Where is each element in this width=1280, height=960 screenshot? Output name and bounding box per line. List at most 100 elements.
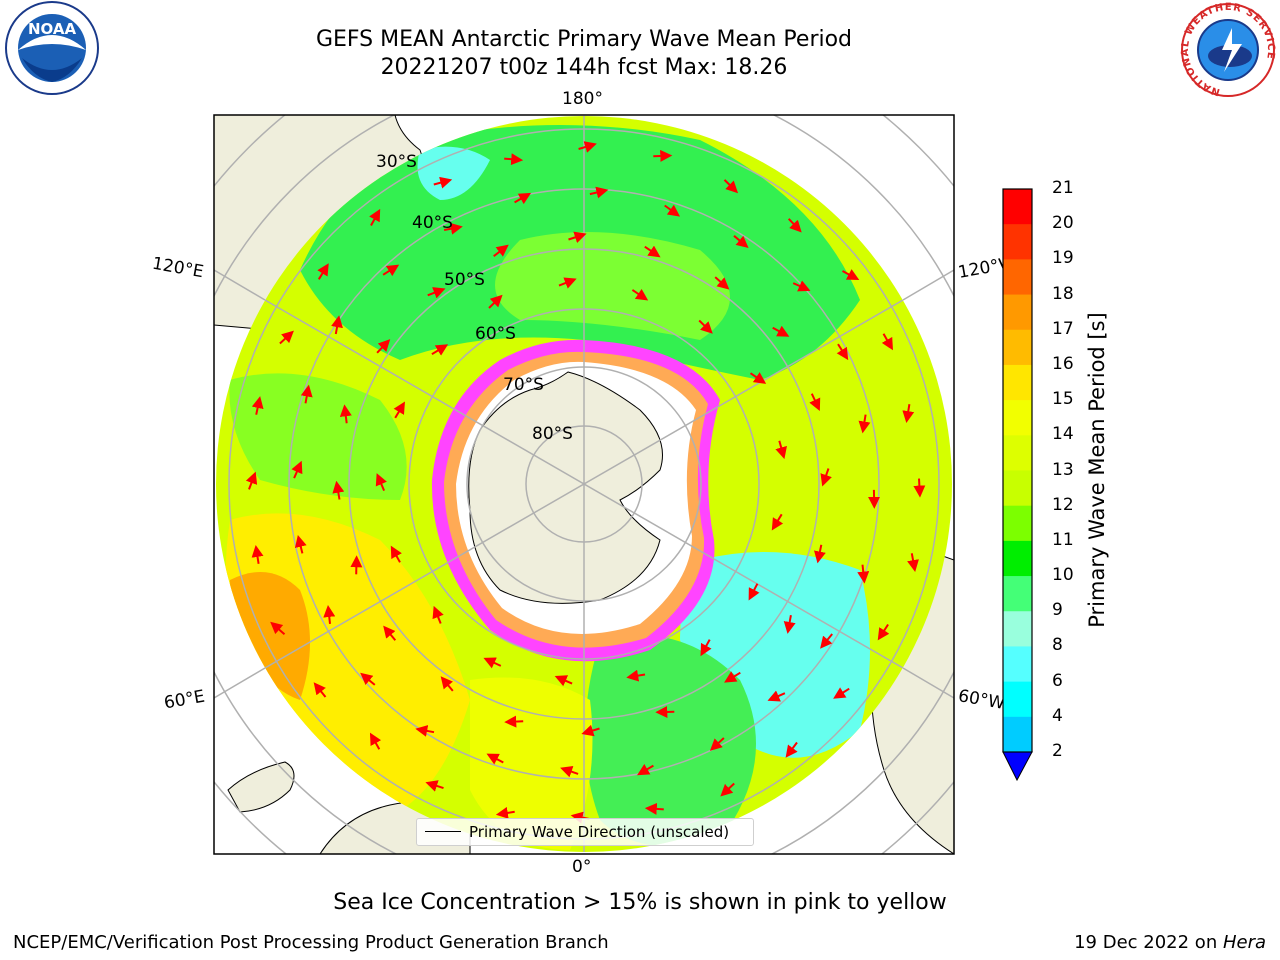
colorbar-cell: [1003, 611, 1032, 647]
wave-direction-arrows: [245, 141, 926, 824]
field-light-green: [495, 232, 730, 340]
wave-arrow: [504, 153, 524, 166]
wave-arrow: [514, 192, 532, 205]
wave-arrow: [376, 339, 391, 354]
sea-ice-note: Sea Ice Concentration > 15% is shown in …: [333, 890, 947, 915]
wave-arrow: [317, 263, 329, 280]
wave-arrow: [291, 460, 303, 479]
colorbar-cell: [1003, 224, 1032, 260]
wave-arrow: [313, 682, 327, 698]
colorbar-cell: [1003, 294, 1032, 331]
wave-arrow: [390, 545, 402, 563]
colorbar-cell: [1003, 400, 1032, 436]
colorbar-tick-label: 18: [1052, 283, 1074, 304]
wave-arrow: [440, 676, 454, 692]
wave-arrow: [907, 553, 919, 573]
colorbar-cell: [1003, 716, 1032, 753]
wave-arrow: [771, 513, 784, 531]
wave-arrow: [554, 675, 573, 687]
wave-arrow: [415, 725, 435, 737]
wave-arrow: [300, 384, 313, 404]
colorbar-tick-label: 2: [1052, 741, 1063, 761]
wave-arrow: [792, 280, 811, 292]
wave-arrow: [560, 765, 579, 778]
lon-label-0: 0°: [572, 857, 592, 877]
lat-label-80s: 80°S: [532, 424, 573, 444]
wave-arrow: [443, 222, 463, 235]
colorbar-under-triangle: [1002, 751, 1033, 782]
wave-arrow: [720, 782, 735, 797]
colorbar-cell: [1003, 329, 1032, 366]
wave-arrow: [427, 287, 446, 299]
wave-arrow: [488, 294, 503, 309]
wave-arrow: [809, 393, 821, 411]
colorbar-tick-label: 13: [1052, 459, 1074, 480]
wave-arrow: [432, 605, 444, 624]
wave-arrow: [748, 583, 760, 601]
wave-arrow: [772, 325, 790, 337]
wave-arrow: [486, 753, 504, 765]
wave-arrow: [626, 669, 646, 682]
wave-arrow: [724, 671, 741, 683]
lat-label-30s: 30°S: [376, 152, 417, 172]
wave-arrow: [902, 404, 915, 424]
colorbar-tick-label: 10: [1052, 565, 1074, 586]
wave-arrow: [433, 176, 453, 189]
colorbar-cell: [1003, 576, 1032, 612]
wave-arrow: [360, 672, 376, 686]
wave-arrow: [842, 269, 860, 281]
wave-arrow: [431, 344, 449, 356]
wave-arrow: [637, 763, 654, 776]
wave-arrow: [558, 277, 577, 289]
noaa-logo-text: NOAA: [28, 20, 77, 38]
wave-arrow: [375, 473, 387, 491]
wave-arrow: [653, 149, 673, 162]
wave-arrow: [251, 396, 264, 415]
colorbar-cell: [1003, 470, 1032, 507]
wave-arrow: [881, 333, 893, 351]
wave-arrow: [814, 544, 826, 564]
wave-arrow: [913, 478, 926, 498]
colorbar-tick-label: 14: [1052, 424, 1074, 445]
wave-arrow: [749, 372, 767, 384]
colorbar-label: Primary Wave Mean Period [s]: [1085, 312, 1109, 628]
wave-arrow: [775, 440, 787, 460]
lon-label-180: 180°: [562, 89, 603, 109]
colorbar-tick-label: 21: [1052, 178, 1074, 198]
colorbar-cell: [1003, 189, 1032, 225]
wave-arrow: [644, 802, 664, 815]
chart-subtitle: 20221207 t00z 144h fcst Max: 18.26: [380, 55, 788, 80]
wave-arrow: [323, 605, 336, 625]
colorbar-tick-label: 15: [1052, 389, 1074, 410]
wave-arrow: [568, 231, 587, 244]
wave-arrow: [339, 404, 352, 424]
wave-arrow: [709, 737, 725, 751]
wave-arrow: [369, 732, 382, 750]
colorbar-tick-label: 19: [1052, 248, 1074, 269]
colorbar-tick-label: 20: [1052, 213, 1074, 234]
wave-arrow: [631, 288, 649, 301]
wave-arrow: [331, 315, 343, 335]
colorbar-cell: [1003, 646, 1032, 683]
wave-arrow: [493, 244, 509, 257]
legend-label: Primary Wave Direction (unscaled): [469, 823, 730, 841]
colorbar-tick-label: 4: [1052, 705, 1063, 726]
wave-arrow: [820, 633, 833, 649]
lat-label-50s: 50°S: [444, 270, 485, 290]
wave-arrow: [785, 741, 798, 758]
machine-name: Hera: [1222, 932, 1266, 953]
colorbar-cell: [1003, 435, 1032, 471]
colorbar-tick-label: 11: [1052, 529, 1074, 550]
lat-label-40s: 40°S: [412, 213, 453, 233]
wave-arrow: [270, 621, 286, 635]
wave-arrow: [733, 235, 749, 249]
colorbar-tick-label: 6: [1052, 670, 1063, 691]
wave-arrow: [393, 401, 405, 419]
wave-arrow: [698, 319, 713, 334]
wave-arrow: [700, 639, 712, 657]
colorbar-tick-label: 16: [1052, 353, 1074, 374]
noaa-logo: NOAA: [5, 1, 99, 95]
chart-title: GEFS MEAN Antarctic Primary Wave Mean Pe…: [315, 27, 853, 52]
wave-arrow: [578, 141, 597, 153]
